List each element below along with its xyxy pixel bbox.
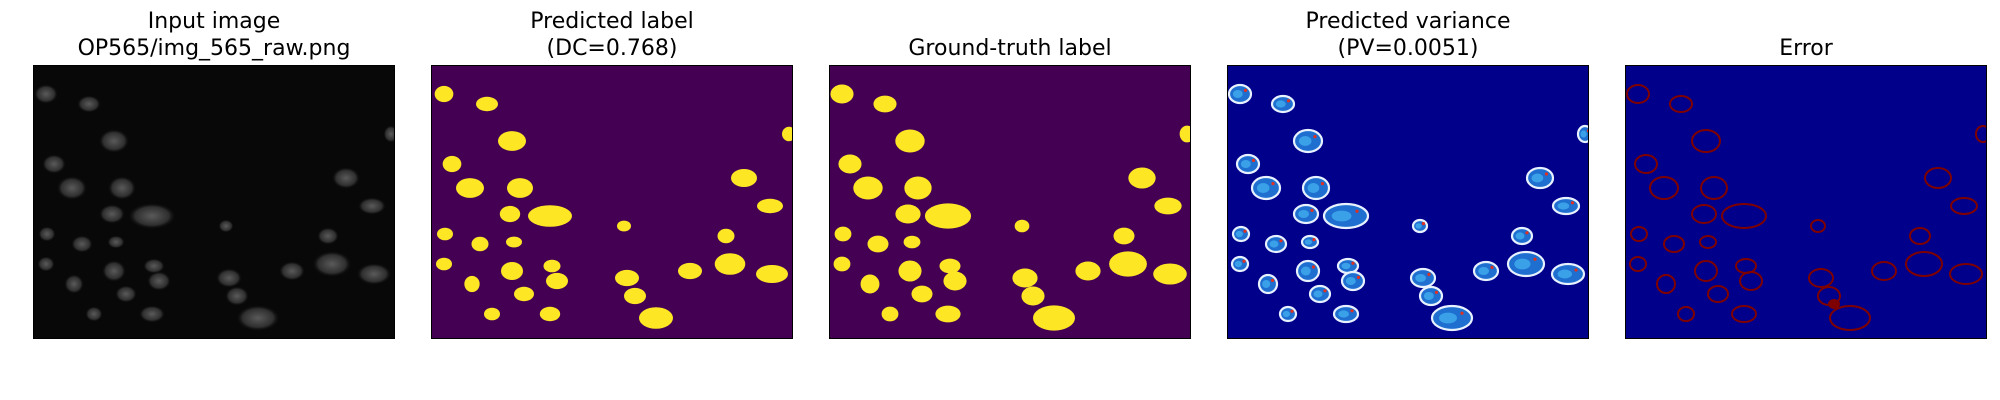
input-image-canvas	[34, 66, 394, 338]
predicted-variance-canvas	[1228, 66, 1588, 338]
title-line-1: Predicted label	[530, 9, 694, 34]
title-line-1: Input image	[147, 9, 281, 34]
title-line-1: Error	[1779, 36, 1833, 61]
panel-predicted-label: Predicted label (DC=0.768)	[431, 0, 793, 400]
panel-title: Input image OP565/img_565_raw.png	[33, 8, 395, 62]
panel-predicted-variance: Predicted variance (PV=0.0051)	[1227, 0, 1589, 400]
panel-error: Error	[1625, 0, 1987, 400]
title-line-1: Ground-truth label	[908, 36, 1112, 61]
predicted-label-image	[431, 65, 793, 339]
predicted-label-canvas	[432, 66, 792, 338]
ground-truth-image	[829, 65, 1191, 339]
error-canvas	[1626, 66, 1986, 338]
title-line-1: Predicted variance	[1305, 9, 1511, 34]
panel-input-image: Input image OP565/img_565_raw.png	[33, 0, 395, 400]
title-line-2: (PV=0.0051)	[1337, 36, 1479, 61]
panel-title: Error	[1625, 35, 1987, 62]
predicted-variance-image	[1227, 65, 1589, 339]
panel-title: Ground-truth label	[829, 35, 1191, 62]
ground-truth-canvas	[830, 66, 1190, 338]
input-image	[33, 65, 395, 339]
panel-ground-truth-label: Ground-truth label	[829, 0, 1191, 400]
title-line-2: OP565/img_565_raw.png	[77, 36, 351, 61]
error-image	[1625, 65, 1987, 339]
panel-title: Predicted label (DC=0.768)	[431, 8, 793, 62]
panel-title: Predicted variance (PV=0.0051)	[1227, 8, 1589, 62]
title-line-2: (DC=0.768)	[546, 36, 678, 61]
